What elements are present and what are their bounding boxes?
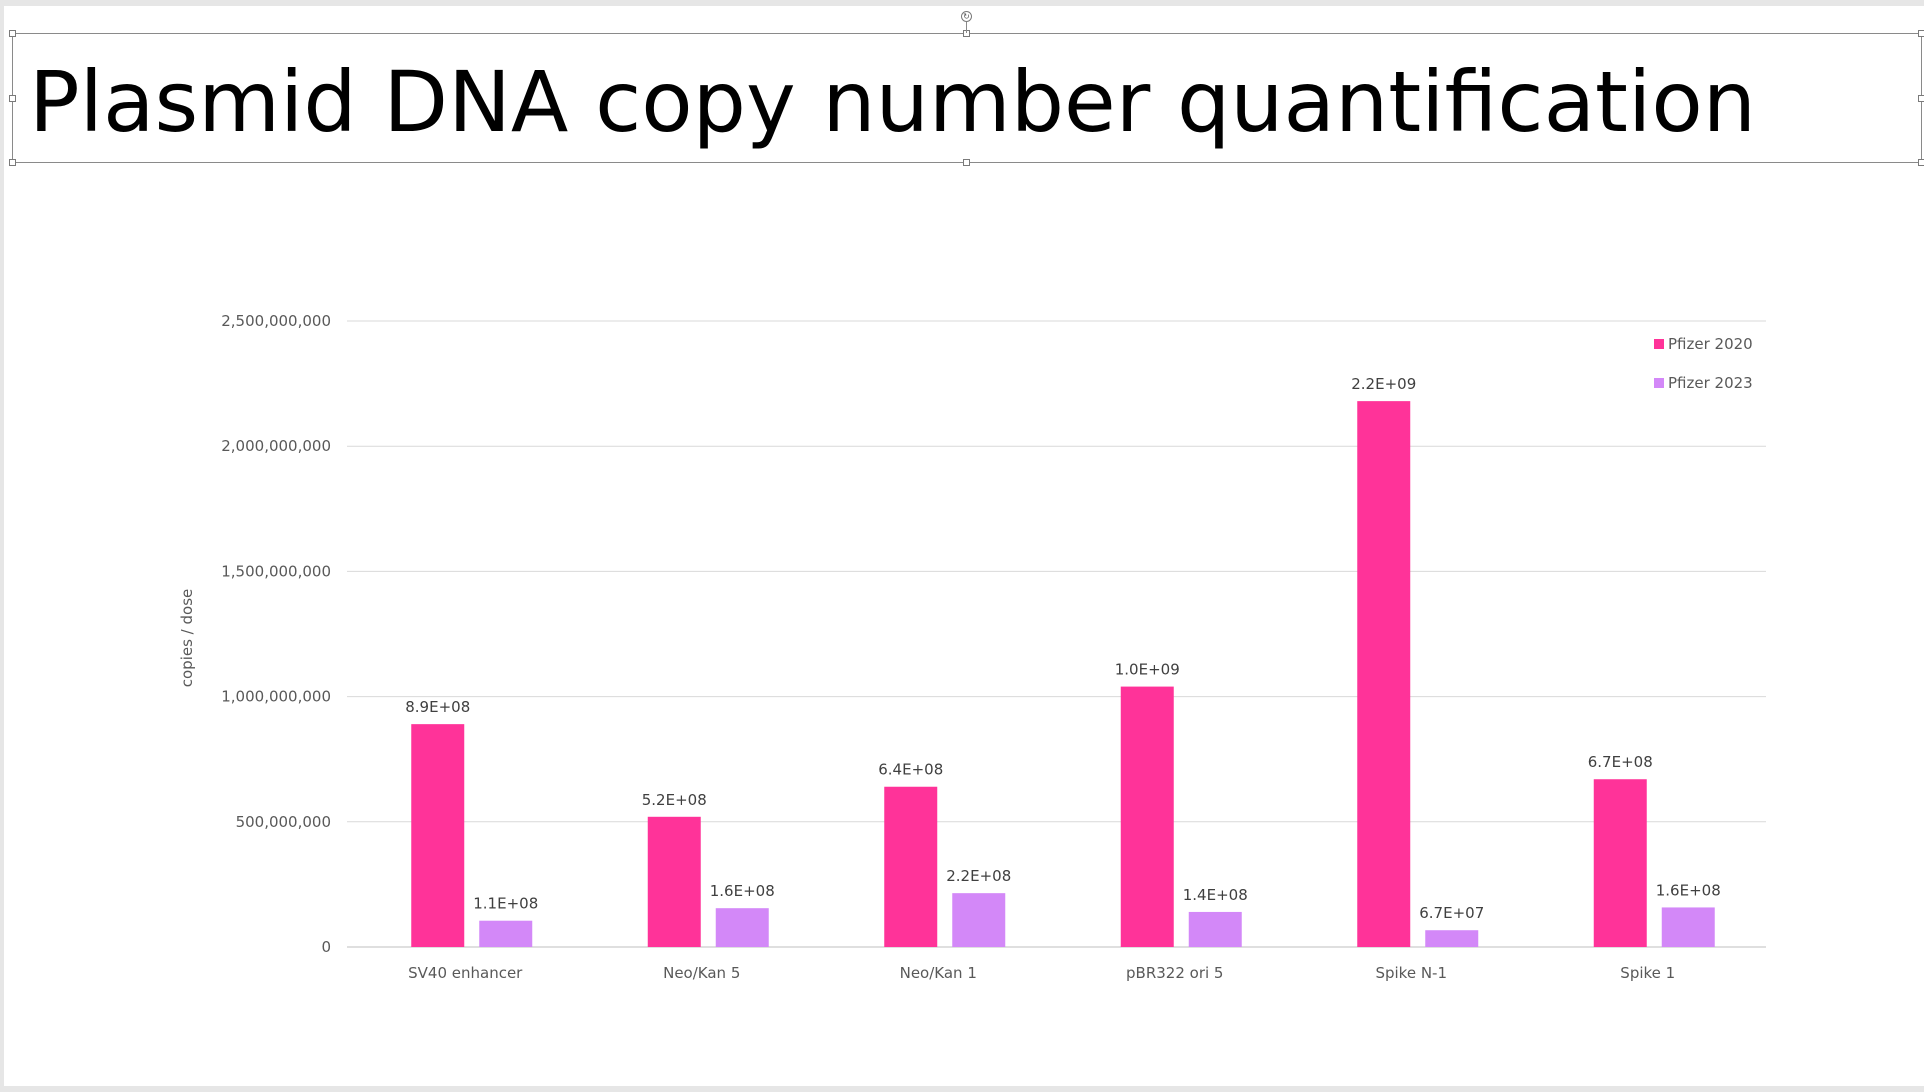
data-label: 6.7E+08 [1588,753,1653,771]
bars [411,401,1715,947]
resize-handle-bottom-middle[interactable] [963,159,970,166]
bar-pfizer-2020[interactable] [411,724,465,947]
legend-swatch [1654,339,1664,349]
resize-handle-top-right[interactable] [1918,30,1924,37]
data-label: 6.7E+07 [1419,904,1484,922]
x-category-label: Neo/Kan 5 [663,964,740,982]
bar-pfizer-2020[interactable] [647,816,701,947]
bar-pfizer-2020[interactable] [1593,779,1647,947]
data-label: 6.4E+08 [878,761,943,779]
x-category-label: pBR322 ori 5 [1126,964,1223,982]
data-label: 1.0E+09 [1115,661,1180,679]
data-label: 1.6E+08 [1656,881,1721,899]
x-category-label: Neo/Kan 1 [900,964,977,982]
y-axis-tick-labels: 0 500,000,000 1,000,000,000 1,500,000,000 2,… [221,312,331,956]
resize-handle-top-left[interactable] [9,30,16,37]
data-label: 5.2E+08 [642,791,707,809]
rotate-icon[interactable]: ↻ [961,11,972,22]
legend-swatch [1654,378,1664,388]
bar-pfizer-2020[interactable] [884,786,938,947]
slide-title[interactable]: Plasmid DNA copy number quantification [29,53,1756,151]
y-axis-title: copies / dose [178,589,196,688]
y-tick-label: 2,500,000,000 [221,312,331,330]
x-category-label: Spike 1 [1620,964,1675,982]
data-label: 2.2E+09 [1351,375,1416,393]
y-tick-label: 1,000,000,000 [221,688,331,706]
data-label: 1.6E+08 [710,882,775,900]
x-category-label: SV40 enhancer [408,964,523,982]
resize-handle-middle-right[interactable] [1918,95,1924,102]
bar-pfizer-2023[interactable] [1188,911,1242,947]
slide: Plasmid DNA copy number quantification ↻… [4,6,1924,1086]
data-labels: 8.9E+08 1.1E+08 5.2E+08 1.6E+08 6.4E+08 2.2E+… [405,375,1721,922]
data-label: 2.2E+08 [946,867,1011,885]
bar-pfizer-2023[interactable] [952,893,1006,947]
resize-handle-bottom-right[interactable] [1918,159,1924,166]
legend-entry-label[interactable]: Pfizer 2020 [1668,335,1753,353]
bar-pfizer-2020[interactable] [1120,686,1174,947]
data-label: 1.1E+08 [473,895,538,913]
y-tick-label: 2,000,000,000 [221,437,331,455]
bar-pfizer-2023[interactable] [1661,907,1715,947]
bar-chart[interactable]: 0 500,000,000 1,000,000,000 1,500,000,000 2,… [4,6,1924,1086]
resize-handle-bottom-left[interactable] [9,159,16,166]
y-tick-label: 500,000,000 [236,813,331,831]
gridlines [347,320,1766,948]
x-category-label: Spike N-1 [1375,964,1447,982]
bar-pfizer-2023[interactable] [1425,930,1479,947]
legend[interactable]: Pfizer 2020 Pfizer 2023 [1654,335,1753,392]
x-axis-category-labels: SV40 enhancer Neo/Kan 5 Neo/Kan 1 pBR322 or… [408,964,1675,982]
bar-pfizer-2023[interactable] [715,908,769,947]
rotate-handle-stem [966,19,967,33]
data-label: 8.9E+08 [405,698,470,716]
y-tick-label: 1,500,000,000 [221,562,331,580]
bar-pfizer-2023[interactable] [479,920,533,947]
bar-pfizer-2020[interactable] [1357,401,1411,947]
title-text-box[interactable]: Plasmid DNA copy number quantification [9,30,1924,166]
resize-handle-middle-left[interactable] [9,95,16,102]
y-tick-label: 0 [321,938,331,956]
legend-entry-label[interactable]: Pfizer 2023 [1668,374,1753,392]
data-label: 1.4E+08 [1183,886,1248,904]
